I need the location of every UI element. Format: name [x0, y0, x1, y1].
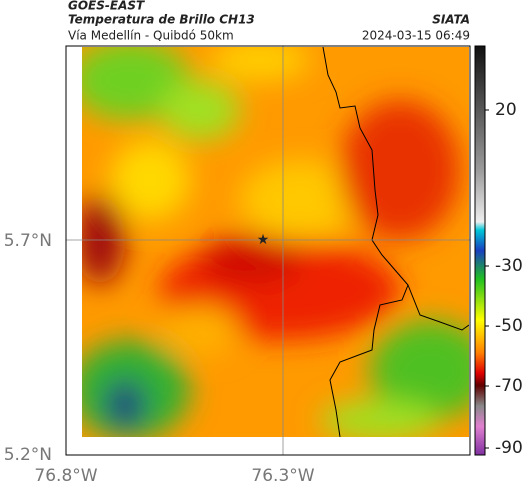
colorbar-label: -50 — [495, 316, 523, 336]
lon-label: 76.8°W — [34, 466, 97, 486]
colorbar-label: -70 — [495, 376, 523, 396]
colorbar — [474, 45, 486, 456]
colorbar-label: -30 — [495, 256, 523, 276]
map-frame — [65, 45, 471, 456]
lon-label: 76.3°W — [251, 466, 314, 486]
brightness-temperature-field — [82, 47, 469, 437]
timestamp: 2024-03-15 06:49 — [362, 29, 470, 43]
colorbar-ticks — [485, 109, 489, 449]
product: Temperatura de Brillo CH13 — [68, 13, 255, 27]
region: Vía Medellín - Quibdó 50km — [68, 29, 234, 43]
satellite: GOES-EAST — [68, 0, 145, 13]
boundary — [322, 47, 409, 437]
colorbar-label: 20 — [495, 100, 517, 120]
colorbar-label: -90 — [495, 438, 523, 458]
lat-label: 5.7°N — [4, 231, 52, 251]
lat-label: 5.2°N — [4, 445, 52, 465]
boundary — [407, 284, 469, 331]
location-star: ★ — [257, 232, 270, 248]
source: SIATA — [432, 13, 470, 27]
